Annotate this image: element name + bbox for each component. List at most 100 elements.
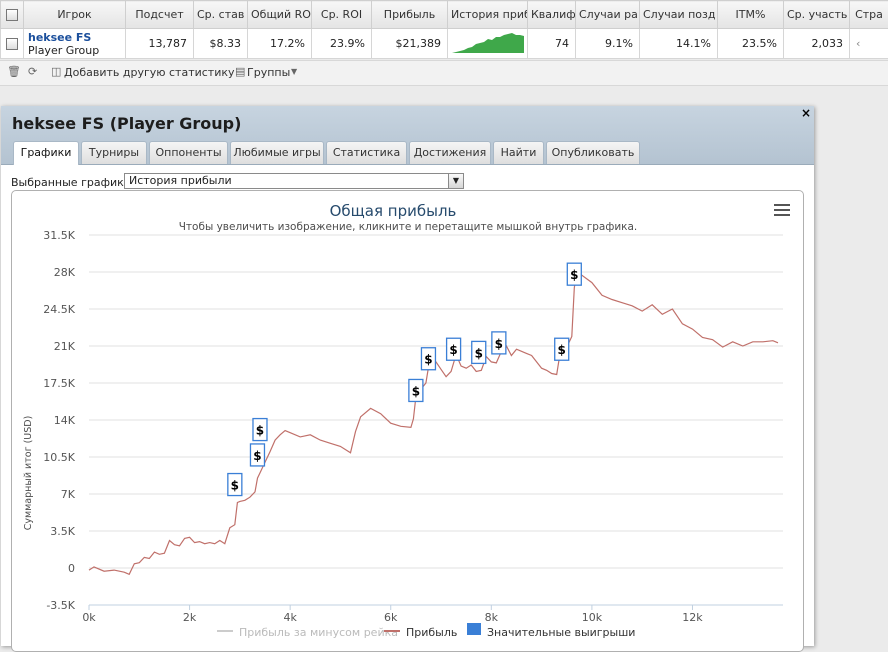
total-roi-value: 17.2% bbox=[248, 29, 312, 59]
y-axis-ticks: -3.5K03.5K7K10.5K14K17.5K21K24.5K28K31.5… bbox=[43, 229, 75, 612]
player-modal: heksee FS (Player Group) × Графики Турни… bbox=[1, 106, 814, 646]
col-total-roi[interactable]: Общий RO bbox=[248, 1, 312, 29]
table-toolbar: 🗑 ⟳ ◫ Добавить другую статистику ▤ Групп… bbox=[0, 60, 888, 86]
groups-menu[interactable]: Группы bbox=[247, 66, 290, 79]
sparkline-chart bbox=[452, 31, 524, 53]
flag-label: $ bbox=[231, 479, 239, 493]
player-name-link[interactable]: heksee FS bbox=[28, 31, 119, 44]
country-value: ‹ bbox=[850, 29, 888, 59]
checkbox-icon[interactable] bbox=[6, 38, 18, 50]
flag-label: $ bbox=[412, 384, 420, 398]
flag-label: $ bbox=[475, 346, 483, 360]
col-player[interactable]: Игрок bbox=[24, 1, 126, 29]
big-win-flag[interactable]: $ bbox=[555, 338, 569, 360]
legend-item[interactable]: Прибыль за минусом рейка bbox=[239, 626, 398, 639]
avg-field-value: 2,033 bbox=[784, 29, 850, 59]
y-tick-label: 28K bbox=[54, 266, 76, 279]
big-win-flag[interactable]: $ bbox=[250, 444, 264, 466]
x-tick-label: 0k bbox=[82, 611, 96, 624]
qualif-value: 74 bbox=[528, 29, 576, 59]
big-win-flag[interactable]: $ bbox=[472, 341, 486, 363]
col-qualif[interactable]: Квалиф bbox=[528, 1, 576, 29]
player-group-label: Player Group bbox=[28, 44, 119, 57]
table-header-row: Игрок Подсчет Ср. став Общий RO Ср. ROI … bbox=[1, 1, 888, 29]
chart-container[interactable]: Общая прибыль Чтобы увеличить изображени… bbox=[11, 190, 804, 652]
tab-find[interactable]: Найти bbox=[493, 141, 544, 164]
tab-tournaments[interactable]: Турниры bbox=[81, 141, 147, 164]
legend-swatch[interactable] bbox=[467, 623, 481, 635]
flag-label: $ bbox=[256, 424, 264, 438]
x-tick-label: 4k bbox=[283, 611, 297, 624]
tab-statistics[interactable]: Статистика bbox=[326, 141, 407, 164]
tab-publish[interactable]: Опубликовать bbox=[546, 141, 640, 164]
y-tick-label: 7K bbox=[61, 488, 76, 501]
col-count[interactable]: Подсчет bbox=[126, 1, 194, 29]
x-tick-label: 10k bbox=[582, 611, 603, 624]
tab-favorite-games[interactable]: Любимые игры bbox=[230, 141, 324, 164]
col-profit[interactable]: Прибыль bbox=[372, 1, 448, 29]
chevron-down-icon[interactable]: ▼ bbox=[291, 67, 297, 76]
avg-roi-value: 23.9% bbox=[312, 29, 372, 59]
select-all-checkbox[interactable] bbox=[1, 1, 24, 29]
x-tick-label: 6k bbox=[384, 611, 398, 624]
profit-series-line bbox=[89, 270, 778, 574]
y-tick-label: 24.5K bbox=[43, 303, 75, 316]
chart-legend[interactable]: Прибыль за минусом рейка Прибыль Значитель… bbox=[217, 623, 635, 639]
big-win-flag[interactable]: $ bbox=[228, 474, 242, 496]
col-country[interactable]: Стра bbox=[850, 1, 888, 29]
chart-select-value: История прибыли bbox=[129, 174, 232, 187]
chart-select-label: Выбранные графики: bbox=[11, 176, 135, 189]
add-stats-link[interactable]: Добавить другую статистику bbox=[64, 66, 235, 79]
flag-label: $ bbox=[558, 343, 566, 357]
big-win-flag[interactable]: $ bbox=[253, 419, 267, 441]
y-tick-label: 31.5K bbox=[43, 229, 75, 242]
col-avg-field[interactable]: Ср. участь bbox=[784, 1, 850, 29]
hamburger-menu-icon[interactable] bbox=[774, 204, 790, 216]
trash-icon[interactable]: 🗑 bbox=[7, 65, 21, 78]
avg-stake-value: $8.33 bbox=[194, 29, 248, 59]
col-itm[interactable]: ITM% bbox=[718, 1, 784, 29]
legend-item[interactable]: Значительные выигрыши bbox=[487, 626, 635, 639]
chart-select[interactable]: История прибыли ▼ bbox=[124, 173, 464, 189]
big-win-flag[interactable]: $ bbox=[447, 338, 461, 360]
grid-layer bbox=[89, 235, 783, 605]
legend-item[interactable]: Прибыль bbox=[406, 626, 457, 639]
checkbox-icon[interactable] bbox=[6, 9, 18, 21]
profit-chart[interactable]: Общая прибыль Чтобы увеличить изображени… bbox=[12, 191, 803, 651]
big-win-flag[interactable]: $ bbox=[492, 332, 506, 354]
flag-label: $ bbox=[495, 337, 503, 351]
modal-header: heksee FS (Player Group) × Графики Турни… bbox=[1, 106, 814, 165]
row-checkbox[interactable] bbox=[1, 29, 24, 59]
late-value: 14.1% bbox=[640, 29, 718, 59]
tab-opponents[interactable]: Оппоненты bbox=[149, 141, 228, 164]
groups-icon[interactable]: ▤ bbox=[235, 65, 245, 78]
y-tick-label: 17.5K bbox=[43, 377, 75, 390]
table-row[interactable]: heksee FS Player Group 13,787 $8.33 17.2… bbox=[1, 29, 888, 59]
flag-layer[interactable]: $$$$$$$$$$ bbox=[228, 263, 581, 495]
stats-table: Игрок Подсчет Ср. став Общий RO Ср. ROI … bbox=[0, 0, 888, 59]
col-early[interactable]: Случаи ра bbox=[576, 1, 640, 29]
player-cell[interactable]: heksee FS Player Group bbox=[24, 29, 126, 59]
close-icon[interactable]: × bbox=[801, 106, 811, 120]
profit-value: $21,389 bbox=[372, 29, 448, 59]
chevron-down-icon[interactable]: ▼ bbox=[448, 174, 463, 188]
y-tick-label: 3.5K bbox=[50, 525, 75, 538]
col-profit-history[interactable]: История приб bbox=[448, 1, 528, 29]
chart-subtitle: Чтобы увеличить изображение, кликните и … bbox=[179, 221, 638, 233]
col-avg-roi[interactable]: Ср. ROI bbox=[312, 1, 372, 29]
big-win-flag[interactable]: $ bbox=[409, 379, 423, 401]
tab-charts[interactable]: Графики bbox=[13, 141, 79, 165]
big-win-flag[interactable]: $ bbox=[421, 348, 435, 370]
refresh-icon[interactable]: ⟳ bbox=[28, 65, 37, 78]
tab-achievements[interactable]: Достижения bbox=[409, 141, 491, 164]
col-late[interactable]: Случаи позд bbox=[640, 1, 718, 29]
early-value: 9.1% bbox=[576, 29, 640, 59]
y-tick-label: 10.5K bbox=[43, 451, 75, 464]
y-tick-label: 21K bbox=[54, 340, 76, 353]
y-tick-label: -3.5K bbox=[46, 599, 75, 612]
add-stats-icon[interactable]: ◫ bbox=[51, 65, 61, 78]
big-win-flag[interactable]: $ bbox=[567, 263, 581, 285]
profit-sparkline[interactable] bbox=[448, 29, 528, 59]
col-avg-stake[interactable]: Ср. став bbox=[194, 1, 248, 29]
